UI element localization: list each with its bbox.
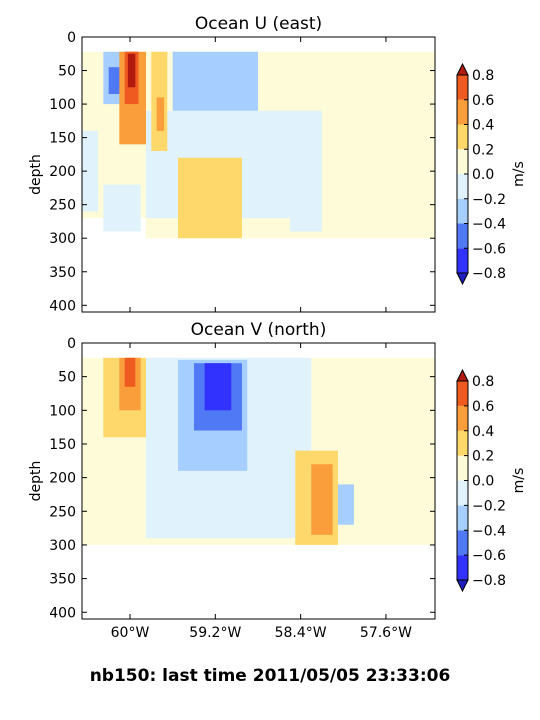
colorbar-segment bbox=[457, 223, 468, 249]
colorbar-tick-label: −0.2 bbox=[472, 192, 506, 208]
y-tick-label: 150 bbox=[49, 131, 76, 147]
x-tick-label: 57.6°W bbox=[360, 625, 412, 641]
x-tick-label: 58.4°W bbox=[275, 625, 327, 641]
colorbar-segment bbox=[457, 149, 468, 174]
colorbar-tick-label: 0.0 bbox=[472, 167, 494, 183]
colorbar: −0.8 −0.6 −0.4 −0.2 0.0 0.2 0.4 0.6 0.8 m/s bbox=[456, 368, 527, 593]
field-region bbox=[337, 484, 354, 525]
colorbar-segment bbox=[457, 530, 468, 556]
y-tick-label: 250 bbox=[49, 198, 76, 214]
field-region bbox=[311, 464, 333, 535]
y-tick-label: 400 bbox=[49, 605, 76, 621]
colorbar-segment bbox=[457, 555, 468, 580]
y-tick-label: 0 bbox=[67, 336, 76, 352]
colorbar-tick-label: 0.4 bbox=[472, 118, 494, 134]
colorbar-segment bbox=[457, 505, 468, 531]
y-tick-label: 100 bbox=[49, 97, 76, 113]
x-tick-label: 59.2°W bbox=[189, 625, 241, 641]
y-tick-label: 350 bbox=[49, 265, 76, 281]
colorbar-extend-low bbox=[456, 272, 469, 286]
panel-ocean-v: 0 50 100 150 200 250 300 350 400 60°W 59.2°W 58.4°W… bbox=[28, 320, 527, 641]
y-tick-label: 200 bbox=[49, 164, 76, 180]
y-tick-label: 50 bbox=[58, 64, 76, 80]
colorbar-segment bbox=[457, 455, 468, 481]
colorbar-tick-label: 0.8 bbox=[472, 374, 494, 390]
colorbar-extend-high bbox=[456, 62, 469, 76]
colorbar-tick-label: −0.6 bbox=[472, 548, 506, 564]
chart-title: Ocean U (east) bbox=[195, 14, 322, 34]
colorbar-label: m/s bbox=[511, 161, 527, 187]
field-region bbox=[103, 184, 141, 232]
y-tick-label: 0 bbox=[67, 30, 76, 46]
axes-frame bbox=[81, 342, 436, 620]
y-axis-label: depth bbox=[28, 154, 44, 195]
colorbar-tick-label: 0.8 bbox=[472, 68, 494, 84]
colorbar-tick-label: −0.2 bbox=[472, 498, 506, 514]
colorbar-tick-label: −0.4 bbox=[472, 217, 506, 233]
y-tick-label: 400 bbox=[49, 298, 76, 314]
colorbar-segment bbox=[457, 174, 468, 199]
field-region bbox=[289, 184, 322, 232]
y-tick-label: 250 bbox=[49, 504, 76, 520]
colorbar-segment bbox=[457, 480, 468, 506]
colorbar-segment bbox=[457, 405, 468, 431]
colorbar-tick-label: 0.2 bbox=[472, 449, 494, 465]
colorbar-label: m/s bbox=[511, 468, 527, 494]
colorbar-segment bbox=[457, 75, 468, 100]
colorbar-segment bbox=[457, 124, 468, 150]
x-tick-label: 60°W bbox=[111, 625, 150, 641]
axes-frame bbox=[81, 36, 436, 313]
colorbar-tick-label: −0.8 bbox=[472, 266, 506, 282]
field-region bbox=[127, 53, 136, 88]
panel-ocean-u: 0 50 100 150 200 250 300 350 400 Ocean U (east) de… bbox=[28, 14, 527, 314]
field-region bbox=[172, 51, 258, 111]
y-tick-label: 50 bbox=[58, 370, 76, 386]
field-region bbox=[82, 130, 98, 212]
colorbar-tick-label: −0.6 bbox=[472, 241, 506, 257]
y-axis-label: depth bbox=[28, 461, 44, 502]
field-region bbox=[204, 363, 232, 411]
figure-title: nb150: last time 2011/05/05 23:33:06 bbox=[89, 666, 451, 686]
colorbar-tick-label: 0.6 bbox=[472, 399, 494, 415]
colorbar-segment bbox=[457, 99, 468, 125]
field-region bbox=[124, 357, 136, 387]
chart-title: Ocean V (north) bbox=[191, 320, 327, 340]
colorbar-tick-label: −0.4 bbox=[472, 523, 506, 539]
field-region bbox=[156, 97, 165, 131]
y-tick-label: 150 bbox=[49, 437, 76, 453]
colorbar-tick-label: 0.0 bbox=[472, 474, 494, 490]
y-tick-label: 100 bbox=[49, 403, 76, 419]
colorbar-tick-label: 0.4 bbox=[472, 424, 494, 440]
colorbar-segment bbox=[457, 381, 468, 406]
colorbar-extend-high bbox=[456, 368, 469, 382]
y-tick-label: 300 bbox=[49, 231, 76, 247]
colorbar-tick-label: 0.6 bbox=[472, 93, 494, 109]
colorbar-segment bbox=[457, 198, 468, 224]
field-region bbox=[177, 157, 242, 239]
colorbar-tick-label: −0.8 bbox=[472, 573, 506, 589]
y-tick-label: 200 bbox=[49, 471, 76, 487]
colorbar-segment bbox=[457, 248, 468, 273]
y-tick-label: 350 bbox=[49, 572, 76, 588]
colorbar-segment bbox=[457, 430, 468, 456]
colorbar: −0.8 −0.6 −0.4 −0.2 0.0 0.2 0.4 0.6 0.8 m/s bbox=[456, 62, 527, 286]
colorbar-extend-low bbox=[456, 579, 469, 593]
y-tick-label: 300 bbox=[49, 538, 76, 554]
colorbar-tick-label: 0.2 bbox=[472, 142, 494, 158]
